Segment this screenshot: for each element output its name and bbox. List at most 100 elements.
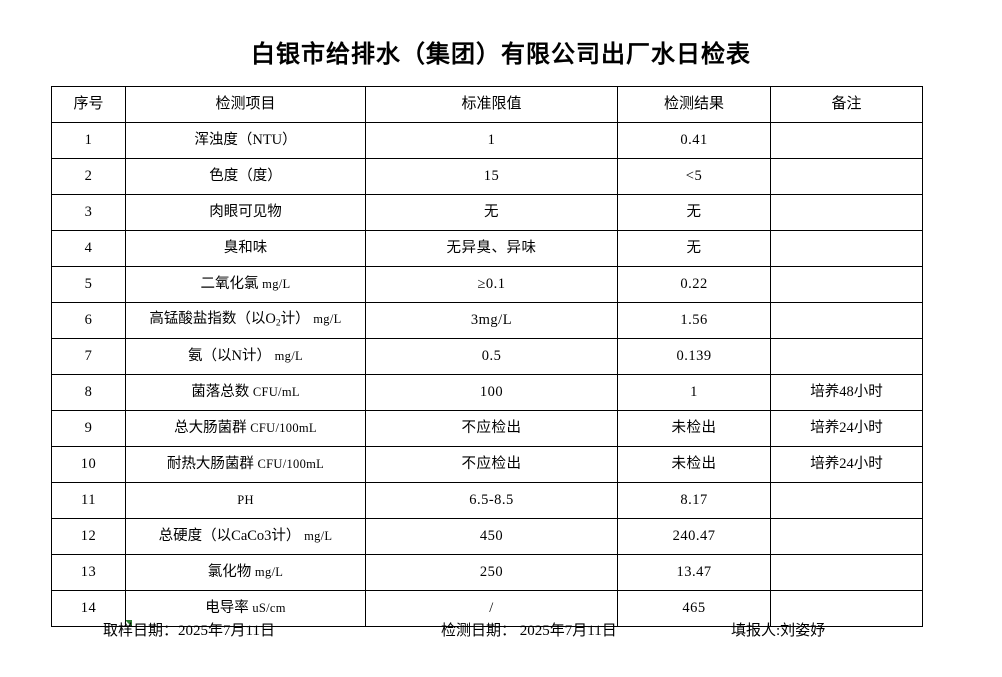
table-header: 序号 检测项目 标准限值 检测结果 备注 [51, 86, 923, 123]
cell-standard: 450 [365, 518, 618, 555]
cell-standard: 15 [365, 158, 618, 195]
table-row: 6 高锰酸盐指数（以O2计） mg/L 3mg/L 1.56 [51, 302, 923, 339]
table-row: 5 二氧化氯 mg/L ≥0.1 0.22 [51, 266, 923, 303]
table-row: 8 菌落总数 CFU/mL 100 1 培养48小时 [51, 374, 923, 411]
cell-result: 0.139 [617, 338, 771, 375]
table-row: 2 色度（度） 15 <5 [51, 158, 923, 195]
cell-result: 未检出 [617, 410, 771, 447]
cell-item: 二氧化氯 mg/L [125, 266, 366, 303]
cell-no: 12 [51, 518, 126, 555]
cell-note [770, 266, 923, 303]
cell-note [770, 230, 923, 267]
cell-no: 3 [51, 194, 126, 231]
cell-item: 总硬度（以CaCo3计） mg/L [125, 518, 366, 555]
cell-note [770, 554, 923, 591]
cell-item: 臭和味 [125, 230, 366, 267]
table-row: 11 PH 6.5-8.5 8.17 [51, 482, 923, 519]
cell-note [770, 194, 923, 231]
cell-item: 菌落总数 CFU/mL [125, 374, 366, 411]
cell-no: 13 [51, 554, 126, 591]
cell-standard: 不应检出 [365, 446, 618, 483]
cell-standard: 3mg/L [365, 302, 618, 339]
cell-item: 浑浊度（NTU） [125, 122, 366, 159]
cell-standard: ≥0.1 [365, 266, 618, 303]
cell-result: <5 [617, 158, 771, 195]
test-date: 检测日期： 2025年7月11日 [441, 623, 617, 639]
cell-result: 465 [617, 590, 771, 627]
table-body: 1 浑浊度（NTU） 1 0.41 2 色度（度） 15 <5 3 肉眼可见物无无 4 臭和味 无异臭、… [51, 122, 923, 627]
cell-item: 耐热大肠菌群 CFU/100mL [125, 446, 366, 483]
cell-standard: 无 [365, 194, 618, 231]
cell-no: 7 [51, 338, 126, 375]
cell-item: 氯化物 mg/L [125, 554, 366, 591]
cell-no: 6 [51, 302, 126, 339]
cell-standard: 1 [365, 122, 618, 159]
cell-no: 10 [51, 446, 126, 483]
column-header-standard: 标准限值 [365, 86, 618, 123]
cell-standard: / [365, 590, 618, 627]
page-title: 白银市给排水（集团）有限公司出厂水日检表 [0, 34, 1002, 69]
cell-result: 13.47 [617, 554, 771, 591]
cell-item: 氨（以N计） mg/L [125, 338, 366, 375]
cell-note: 培养48小时 [770, 374, 923, 411]
cell-item: 总大肠菌群 CFU/100mL [125, 410, 366, 447]
table-row: 14 电导率 uS/cm/465 [51, 590, 923, 627]
cell-standard: 100 [365, 374, 618, 411]
cell-result: 未检出 [617, 446, 771, 483]
column-header-note: 备注 [770, 86, 923, 123]
table-header-row: 序号 检测项目 标准限值 检测结果 备注 [51, 86, 923, 123]
cell-standard: 6.5-8.5 [365, 482, 618, 519]
cell-note [770, 158, 923, 195]
cell-result: 无 [617, 230, 771, 267]
cell-note: 培养24小时 [770, 410, 923, 447]
sample-date: 取样日期：2025年7月11日 [103, 623, 275, 639]
cell-standard: 250 [365, 554, 618, 591]
table-row: 7 氨（以N计） mg/L 0.5 0.139 [51, 338, 923, 375]
cell-standard: 不应检出 [365, 410, 618, 447]
table-row: 12 总硬度（以CaCo3计） mg/L 450 240.47 [51, 518, 923, 555]
cell-no: 2 [51, 158, 126, 195]
cell-item: 高锰酸盐指数（以O2计） mg/L [125, 302, 366, 339]
cell-note [770, 518, 923, 555]
report-footer: 取样日期：2025年7月11日 检测日期： 2025年7月11日 填报人:刘姿妤 [51, 616, 922, 646]
cell-no: 8 [51, 374, 126, 411]
cell-no: 4 [51, 230, 126, 267]
cell-no: 5 [51, 266, 126, 303]
report-table-wrapper: 序号 检测项目 标准限值 检测结果 备注 1 浑浊度（NTU） 1 0.41 2 色度（度… [51, 86, 923, 627]
table-row: 13 氯化物 mg/L 250 13.47 [51, 554, 923, 591]
cell-result: 8.17 [617, 482, 771, 519]
cell-standard: 0.5 [365, 338, 618, 375]
table-row: 10 耐热大肠菌群 CFU/100mL 不应检出 未检出 培养24小时 [51, 446, 923, 483]
cell-standard: 无异臭、异味 [365, 230, 618, 267]
cell-result: 0.41 [617, 122, 771, 159]
filer-name: 填报人:刘姿妤 [731, 623, 826, 639]
table-row: 3 肉眼可见物无无 [51, 194, 923, 231]
cell-note [770, 122, 923, 159]
cell-result: 0.22 [617, 266, 771, 303]
column-header-no: 序号 [51, 86, 126, 123]
cell-result: 240.47 [617, 518, 771, 555]
page-title-text: 白银市给排水（集团）有限公司出厂水日检表 [251, 42, 751, 68]
cell-no: 14 [51, 590, 126, 627]
cell-note [770, 302, 923, 339]
cell-item: 肉眼可见物 [125, 194, 366, 231]
column-header-result: 检测结果 [617, 86, 771, 123]
cell-note [770, 482, 923, 519]
table-row: 9 总大肠菌群 CFU/100mL 不应检出 未检出 培养24小时 [51, 410, 923, 447]
cell-note [770, 338, 923, 375]
cell-no: 11 [51, 482, 126, 519]
cell-result: 无 [617, 194, 771, 231]
water-quality-report-table: 序号 检测项目 标准限值 检测结果 备注 1 浑浊度（NTU） 1 0.41 2 色度（度… [51, 86, 923, 627]
table-row: 4 臭和味 无异臭、异味无 [51, 230, 923, 267]
cell-note: 培养24小时 [770, 446, 923, 483]
cell-no: 9 [51, 410, 126, 447]
table-row: 1 浑浊度（NTU） 1 0.41 [51, 122, 923, 159]
cell-no: 1 [51, 122, 126, 159]
cell-result: 1 [617, 374, 771, 411]
cell-note [770, 590, 923, 627]
column-header-item: 检测项目 [125, 86, 366, 123]
cell-item: 色度（度） [125, 158, 366, 195]
cell-item: PH [125, 482, 366, 519]
cell-result: 1.56 [617, 302, 771, 339]
